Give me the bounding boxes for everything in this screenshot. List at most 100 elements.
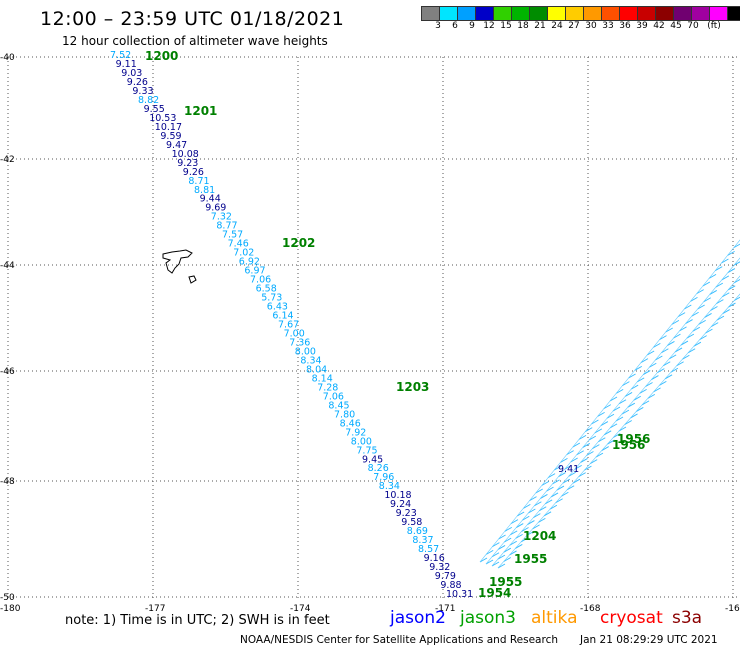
swh-value: 8.69 [407, 526, 428, 537]
swath-tick [698, 319, 706, 325]
time-label: 1204 [523, 529, 556, 543]
swh-value: 9.41 [558, 464, 579, 475]
swath-tick [491, 552, 500, 558]
swath-tick [641, 400, 650, 406]
swath-tick [651, 375, 659, 380]
swath-tick [624, 420, 632, 425]
swath-tick [613, 433, 621, 438]
swath-tick [727, 250, 735, 256]
swh-value: 10.53 [149, 113, 176, 124]
swath-tick [591, 419, 599, 425]
swh-value: 8.57 [418, 544, 439, 555]
colorbar-swatch [566, 6, 584, 21]
colorbar-label: 70 [687, 21, 699, 31]
swath-tick [533, 513, 541, 519]
swath-tick [503, 537, 512, 543]
swath-tick [679, 326, 687, 332]
swath-tick [716, 299, 724, 305]
swh-value: 6.43 [267, 302, 288, 313]
colorbar-label: 33 [602, 21, 614, 31]
swh-value: 9.88 [440, 580, 461, 591]
swath-tick [728, 302, 736, 308]
swath-tick [649, 362, 657, 368]
time-label: 1203 [396, 380, 429, 394]
swh-value: 7.32 [211, 212, 232, 223]
swh-value: 7.75 [356, 445, 377, 456]
swath-tick [618, 399, 627, 405]
swath-line [491, 275, 740, 567]
swath-tick [541, 480, 550, 486]
swath-tick [510, 519, 519, 525]
swath-tick [643, 370, 651, 375]
swath-tick [515, 533, 523, 539]
swath-tick [528, 508, 536, 514]
swh-value: 6.97 [244, 266, 265, 277]
swath-tick [693, 341, 702, 347]
legend-jason3: jason3 [460, 608, 516, 628]
swath-tick [580, 458, 588, 463]
swath-tick [572, 478, 581, 484]
swh-value: 8.71 [188, 176, 209, 187]
y-tick-label: -44 [0, 261, 15, 271]
y-tick-label: -40 [0, 53, 15, 63]
swath-tick [601, 446, 609, 451]
swh-value: 8.34 [300, 355, 321, 366]
swath-tick [582, 443, 590, 448]
swath-tick [686, 333, 695, 339]
swath-tick [603, 430, 612, 436]
swh-value: 7.46 [228, 239, 249, 250]
x-tick-label: -168 [580, 604, 601, 614]
swath-tick [558, 472, 566, 477]
x-tick-label: -165 [725, 604, 740, 614]
time-label: 1201 [184, 104, 217, 118]
swath-tick [539, 506, 547, 512]
swath-tick [630, 384, 639, 390]
ascending-track-labels: 9.41 [558, 464, 579, 475]
swath-tick [668, 354, 677, 360]
ascending-swath [479, 239, 740, 569]
swath-tick [522, 515, 530, 521]
swh-value: 9.58 [401, 517, 422, 528]
swath-tick [497, 563, 506, 569]
colorbar-swatch [728, 6, 740, 21]
swath-tick [597, 411, 605, 417]
swath-tick [492, 542, 500, 548]
swath-tick [485, 549, 494, 555]
colorbar-swatch [584, 6, 602, 21]
swath-tick [710, 322, 719, 328]
swath-tick [585, 427, 593, 433]
swath-tick [504, 526, 512, 532]
swh-value: 7.06 [250, 275, 271, 286]
colorbar-swatch [548, 6, 566, 21]
swath-tick [560, 457, 568, 463]
swath-tick [615, 416, 624, 422]
map-title: 12:00 – 23:59 UTC 01/18/2021 [40, 8, 345, 30]
wave-height-colorbar [421, 6, 740, 21]
swh-value: 7.06 [323, 391, 344, 402]
swath-tick [594, 428, 603, 434]
colorbar-swatch [512, 6, 530, 21]
swh-value: 8.34 [379, 481, 400, 492]
colorbar-label: 15 [500, 21, 512, 31]
swath-tick [570, 457, 578, 463]
swh-value: 9.45 [362, 454, 383, 465]
swath-tick [639, 388, 647, 394]
y-tick-label: -48 [0, 477, 15, 487]
islet-shape [188, 275, 197, 284]
swath-tick [609, 396, 618, 402]
swh-value: 7.52 [110, 50, 131, 61]
swath-tick [676, 361, 684, 367]
swh-value: 8.81 [194, 185, 215, 196]
swh-value: 7.57 [222, 230, 243, 241]
swath-tick [684, 304, 692, 310]
swath-tick [647, 393, 656, 399]
legend-s3a: s3a [672, 608, 703, 628]
swath-tick [595, 452, 604, 458]
swath-tick [646, 350, 655, 356]
swath-tick [697, 304, 705, 310]
x-tick-label: -177 [145, 604, 165, 614]
swh-value: 10.18 [384, 490, 411, 501]
colorbar-swatch [458, 6, 476, 21]
colorbar-swatch [476, 6, 494, 21]
swath-tick [655, 355, 663, 361]
